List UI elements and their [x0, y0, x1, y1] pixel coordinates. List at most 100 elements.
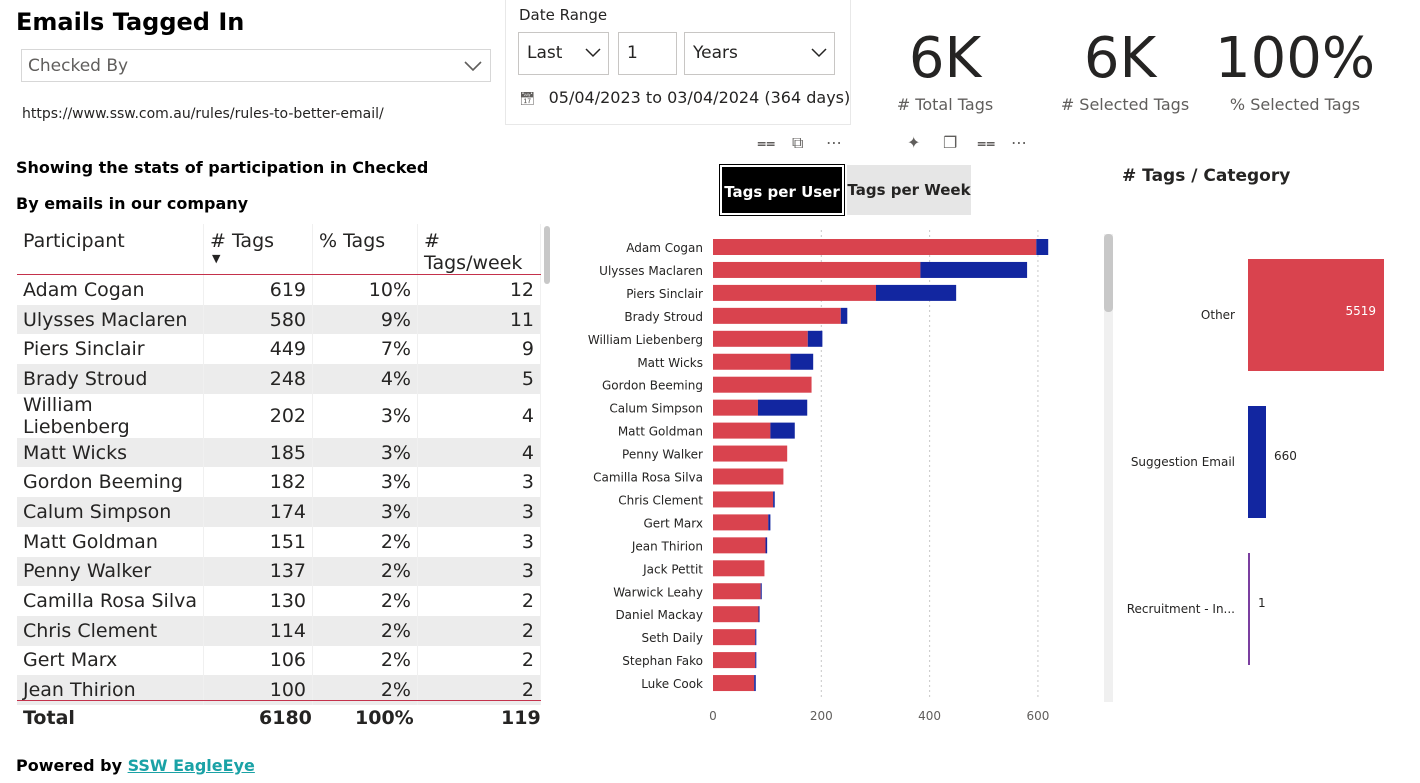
category-chart-title: # Tags / Category: [1122, 166, 1291, 186]
y-tick-label: Stephan Fako: [622, 654, 703, 668]
table-row[interactable]: Gordon Beeming 182 3% 3: [17, 467, 541, 498]
total-week: 119: [501, 707, 541, 729]
cell-participant: Ulysses Maclaren: [17, 304, 204, 335]
category-bar: [1248, 553, 1250, 665]
cell-participant: Chris Clement: [17, 615, 204, 646]
y-tick-label: Warwick Leahy: [613, 585, 703, 599]
table-row[interactable]: Gert Marx 106 2% 2: [17, 645, 541, 676]
tags-per-week-button[interactable]: Tags per Week: [847, 165, 971, 215]
copy-icon[interactable]: ❐: [943, 133, 958, 152]
bar-suggestion-email: [768, 514, 771, 531]
cell-participant: Jean Thirion: [17, 675, 204, 705]
table-row[interactable]: Chris Clement 114 2% 2: [17, 615, 541, 646]
cell-tags: 580: [203, 304, 313, 335]
filter-icon[interactable]: ⩵: [757, 133, 776, 152]
tags-per-user-button[interactable]: Tags per User: [719, 164, 845, 216]
relative-unit-select[interactable]: Years: [684, 32, 835, 75]
table-row[interactable]: Ulysses Maclaren 580 9% 11: [17, 304, 541, 335]
col-header-tags-week[interactable]: # Tags/week: [417, 224, 541, 275]
sort-desc-icon: ▼: [212, 252, 221, 265]
relative-count-input[interactable]: 1: [618, 32, 677, 75]
cell-pct-tags: 2%: [312, 556, 418, 587]
y-tick-label: Matt Goldman: [618, 425, 703, 439]
y-tick-label: Seth Daily: [642, 631, 704, 645]
cell-tags: 100: [203, 675, 313, 705]
y-tick-label: William Liebenberg: [588, 333, 703, 347]
more-options-icon[interactable]: ⋯: [1011, 133, 1027, 152]
bar-other: [713, 468, 784, 485]
cell-tags: 130: [203, 586, 313, 616]
cell-tags-week: 12: [417, 274, 541, 305]
table-body: Adam Cogan 619 10% 12 Ulysses Maclaren 580 9% 1…: [17, 274, 541, 705]
more-options-icon[interactable]: ⋯: [826, 133, 842, 152]
rules-url[interactable]: https://www.ssw.com.au/rules/rules-to-be…: [22, 106, 384, 122]
bar-other: [713, 491, 774, 508]
table-scrollbar[interactable]: [544, 226, 550, 284]
cell-tags: 114: [203, 615, 313, 646]
table-row[interactable]: Camilla Rosa Silva 130 2% 2: [17, 586, 541, 616]
cell-participant: Matt Goldman: [17, 526, 204, 557]
y-tick-label: Piers Sinclair: [626, 287, 703, 301]
dropdown-value: Checked By: [28, 56, 129, 76]
category-label: Recruitment - In...: [1127, 602, 1235, 616]
relative-count-value: 1: [627, 43, 638, 63]
table-row[interactable]: Calum Simpson 174 3% 3: [17, 497, 541, 527]
filter-icon[interactable]: ⩵: [977, 133, 996, 152]
category-value-label: 5519: [1345, 304, 1376, 318]
bar-suggestion-email: [790, 353, 814, 370]
total-tags: 6180: [259, 707, 312, 729]
page-title: Emails Tagged In: [16, 8, 245, 36]
col-header-tags[interactable]: # Tags ▼: [203, 224, 313, 275]
table-row[interactable]: Matt Goldman 151 2% 3: [17, 526, 541, 557]
bar-other: [713, 261, 921, 278]
chart-scrollbar-thumb[interactable]: [1104, 234, 1113, 312]
bar-suggestion-email: [876, 284, 957, 301]
cell-tags-week: 4: [417, 437, 541, 468]
col-header-participant[interactable]: Participant: [17, 224, 204, 275]
cell-participant: Adam Cogan: [17, 274, 204, 305]
tag-type-dropdown[interactable]: Checked By: [21, 49, 491, 82]
cell-participant: Piers Sinclair: [17, 334, 204, 365]
table-row[interactable]: Jean Thirion 100 2% 2: [17, 675, 541, 705]
date-range-value: 05/04/2023 to 03/04/2024 (364 days): [548, 88, 851, 107]
cell-participant: Matt Wicks: [17, 437, 204, 468]
table-row[interactable]: Brady Stroud 248 4% 5: [17, 364, 541, 394]
cell-tags: 182: [203, 467, 313, 498]
bar-suggestion-email: [840, 307, 848, 324]
bar-other: [713, 399, 758, 416]
cell-tags-week: 9: [417, 334, 541, 365]
bar-suggestion-email: [755, 629, 757, 646]
table-row[interactable]: Matt Wicks 185 3% 4: [17, 437, 541, 468]
eagleeye-link[interactable]: SSW EagleEye: [127, 756, 255, 775]
cell-tags-week: 2: [417, 615, 541, 646]
table-total-row: Total 6180 100% 119: [17, 700, 541, 733]
category-bar: [1248, 259, 1384, 371]
bar-other: [713, 629, 756, 646]
table-row[interactable]: Piers Sinclair 449 7% 9: [17, 334, 541, 365]
powered-by: Powered by SSW EagleEye: [16, 756, 255, 775]
cell-tags-week: 2: [417, 645, 541, 676]
table-row[interactable]: Adam Cogan 619 10% 12: [17, 274, 541, 305]
date-range-text: 📅︎ 05/04/2023 to 03/04/2024 (364 days): [519, 88, 850, 107]
bar-suggestion-email: [754, 675, 756, 692]
bar-other: [713, 376, 812, 393]
kpi-total-tags-label: # Total Tags: [896, 95, 994, 114]
kpi-selected-tags-label: # Selected Tags: [1060, 95, 1190, 114]
chart-scrollbar-track[interactable]: [1104, 234, 1113, 702]
cell-participant: Penny Walker: [17, 556, 204, 587]
table-row[interactable]: William Liebenberg 202 3% 4: [17, 393, 541, 438]
col-header-pct-tags[interactable]: % Tags: [312, 224, 418, 275]
bar-suggestion-email: [760, 583, 762, 600]
y-tick-label: Daniel Mackay: [615, 608, 703, 622]
bar-other: [713, 353, 791, 370]
relative-mode-select[interactable]: Last: [518, 32, 609, 75]
table-row[interactable]: Penny Walker 137 2% 3: [17, 556, 541, 587]
focus-mode-icon[interactable]: ⧉: [792, 133, 804, 152]
cell-pct-tags: 3%: [312, 437, 418, 468]
cell-pct-tags: 3%: [312, 467, 418, 498]
date-range-label: Date Range: [519, 6, 608, 24]
cell-pct-tags: 10%: [312, 274, 418, 305]
category-label: Other: [1201, 308, 1235, 322]
pin-icon[interactable]: ✦: [907, 133, 921, 152]
x-tick-label: 600: [1026, 709, 1049, 723]
